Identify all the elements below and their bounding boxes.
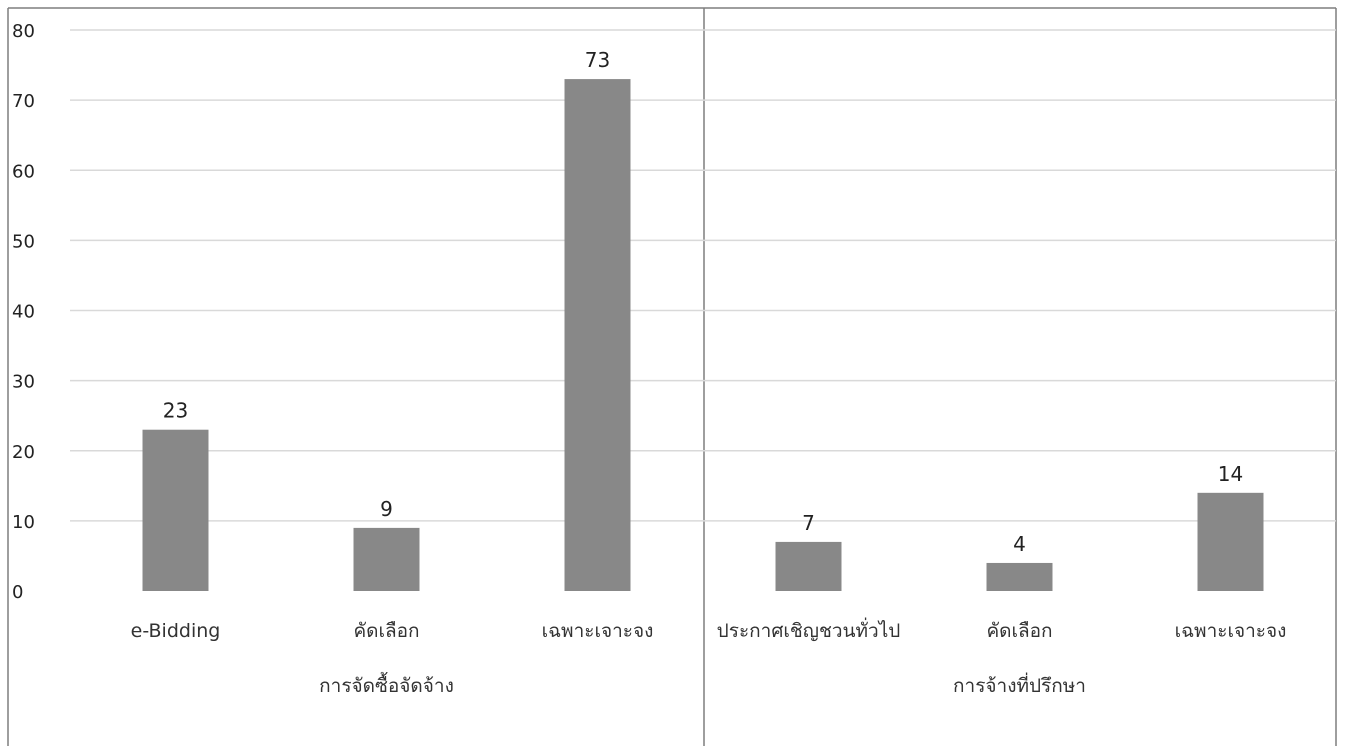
- bar: [1197, 492, 1264, 591]
- y-tick-label: 70: [12, 91, 35, 112]
- bar: [775, 541, 842, 591]
- category-label: เฉพาะเจาะจง: [542, 620, 654, 642]
- category-label: คัดเลือก: [353, 620, 419, 642]
- data-label: 14: [1218, 462, 1243, 486]
- y-tick-label: 30: [12, 372, 35, 393]
- bar: [353, 527, 420, 591]
- y-tick-label: 80: [12, 21, 35, 42]
- y-tick-label: 40: [12, 302, 35, 323]
- data-label: 9: [380, 497, 393, 521]
- bar: [142, 429, 209, 591]
- category-label: e-Bidding: [131, 620, 221, 642]
- group-label: การจ้างที่ปรึกษา: [953, 672, 1086, 697]
- y-tick-label: 10: [12, 512, 35, 533]
- data-label: 4: [1013, 532, 1026, 556]
- category-label: คัดเลือก: [986, 620, 1052, 642]
- data-label: 23: [163, 399, 188, 423]
- group-label: การจัดซื้อจัดจ้าง: [319, 672, 454, 697]
- y-tick-label: 50: [12, 231, 35, 252]
- y-tick-label: 60: [12, 161, 35, 182]
- bar: [986, 562, 1053, 591]
- y-tick-label: 20: [12, 442, 35, 463]
- data-label: 7: [802, 511, 815, 535]
- bar: [564, 79, 631, 592]
- category-label: ประกาศเชิญชวนทั่วไป: [717, 617, 901, 642]
- data-label: 73: [585, 48, 610, 72]
- category-label: เฉพาะเจาะจง: [1175, 620, 1287, 642]
- y-tick-label: 0: [12, 582, 23, 603]
